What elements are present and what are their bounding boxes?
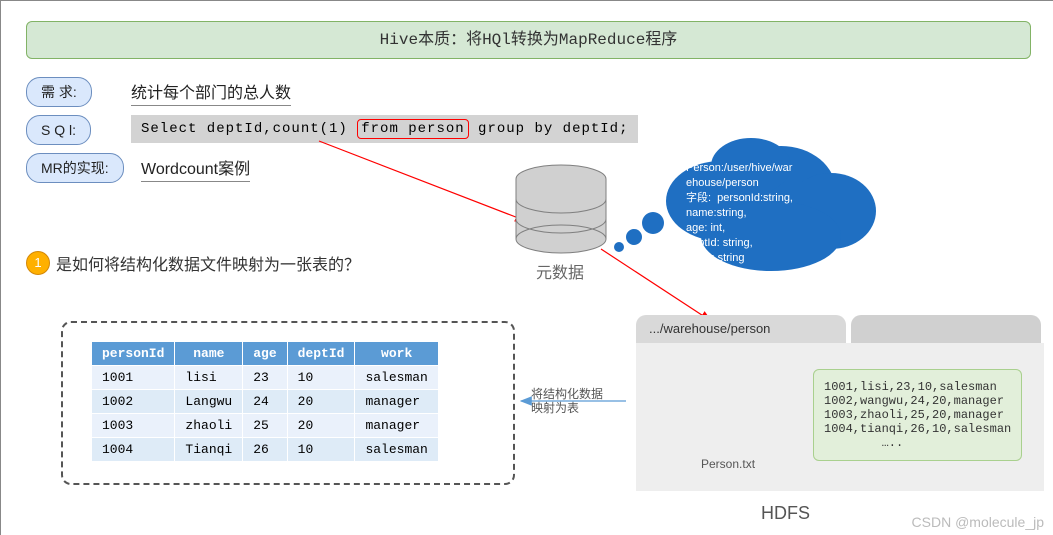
sql-statement: Select deptId,count(1) from person group… [131,115,638,143]
watermark: CSDN @molecule_jp [912,514,1044,530]
table-body: 1001lisi2310salesman1002Langwu2420manage… [92,366,439,462]
table-cell: 1004 [92,438,175,462]
table-cell: manager [355,390,438,414]
diagram-canvas: Hive本质：将HQl转换为MapReduce程序 需 求: 统计每个部门的总人… [0,0,1053,535]
table-cell: salesman [355,438,438,462]
question-text: 是如何将结构化数据文件映射为一张表的？ [56,251,360,275]
badge-1: 1 [26,251,50,275]
table-cell: Tianqi [175,438,243,462]
table-cell: 20 [287,390,355,414]
table-cell: 1002 [92,390,175,414]
table-header-row: personIdnameagedeptIdwork [92,342,439,366]
table-header: name [175,342,243,366]
table-row: 1003zhaoli2520manager [92,414,439,438]
hdfs-label: HDFS [761,503,810,524]
table-cell: 25 [243,414,287,438]
hdfs-tab-inactive [851,315,1041,343]
file-content: 1001,lisi,23,10,salesman 1002,wangwu,24,… [813,369,1022,461]
table-cell: 10 [287,438,355,462]
cloud-bubble-2 [626,229,642,245]
sql-post: group by deptId; [469,121,629,137]
sql-pre: Select deptId,count(1) [141,121,357,137]
table-cell: 1001 [92,366,175,390]
database-icon [516,165,606,253]
label-sql: S Q l: [26,115,91,145]
sql-highlight: from person [357,119,468,139]
cloud-bubble-1 [614,242,624,252]
table-cell: 1003 [92,414,175,438]
table-cell: 10 [287,366,355,390]
person-table: personIdnameagedeptIdwork 1001lisi2310sa… [91,341,439,462]
cloud-text: Person:/user/hive/war ehouse/person 字段: … [686,161,793,266]
db-label: 元数据 [536,259,584,283]
table-row: 1002Langwu2420manager [92,390,439,414]
file-caption: Person.txt [701,457,755,471]
table-cell: 23 [243,366,287,390]
text-mr: Wordcount案例 [141,155,250,182]
table-cell: Langwu [175,390,243,414]
table-row: 1004Tianqi2610salesman [92,438,439,462]
label-requirement: 需 求: [26,77,92,107]
arrow-sql-to-db [319,141,526,221]
table-cell: 20 [287,414,355,438]
table-cell: manager [355,414,438,438]
cloud-bubble-3 [642,212,664,234]
mapping-label: 将结构化数据 映射为表 [531,387,603,415]
table-cell: lisi [175,366,243,390]
table-cell: zhaoli [175,414,243,438]
table-cell: 24 [243,390,287,414]
label-mr: MR的实现: [26,153,124,183]
text-requirement: 统计每个部门的总人数 [131,79,291,106]
table-header: personId [92,342,175,366]
table-header: age [243,342,287,366]
table-header: deptId [287,342,355,366]
title-banner: Hive本质：将HQl转换为MapReduce程序 [26,21,1031,59]
table-row: 1001lisi2310salesman [92,366,439,390]
table-cell: salesman [355,366,438,390]
table-cell: 26 [243,438,287,462]
hdfs-tab-label: .../warehouse/person [649,321,770,336]
table-header: work [355,342,438,366]
